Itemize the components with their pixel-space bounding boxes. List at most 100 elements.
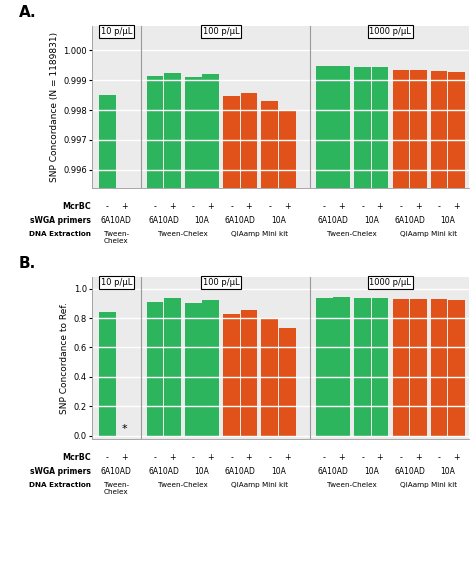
Bar (372, 298, 388, 436)
Text: -: - (323, 453, 326, 462)
Text: 100 p/µL: 100 p/µL (203, 278, 239, 286)
Text: +: + (169, 453, 176, 462)
Text: QIAamp Mini kit: QIAamp Mini kit (231, 482, 288, 487)
Text: QIAamp Mini kit: QIAamp Mini kit (400, 231, 457, 237)
Text: -: - (400, 202, 402, 211)
Text: -: - (400, 453, 402, 462)
Bar (410, 299, 427, 436)
Text: -: - (192, 202, 195, 211)
Bar (223, 96, 240, 188)
Bar (99, 95, 116, 188)
Bar (185, 303, 201, 436)
Text: -: - (230, 453, 233, 462)
Text: QIAamp Mini kit: QIAamp Mini kit (400, 482, 457, 487)
Text: 10A: 10A (440, 216, 455, 225)
Text: -: - (361, 453, 364, 462)
Bar (164, 299, 181, 436)
Text: +: + (415, 202, 421, 211)
Text: +: + (453, 202, 460, 211)
Text: McrBC: McrBC (63, 202, 91, 211)
Bar (223, 314, 240, 436)
Text: 10 p/µL: 10 p/µL (100, 27, 132, 36)
Text: -: - (230, 202, 233, 211)
Text: McrBC: McrBC (63, 453, 91, 462)
Bar (392, 299, 409, 436)
Bar (99, 312, 116, 436)
Text: +: + (284, 453, 291, 462)
Text: -: - (154, 453, 156, 462)
Text: *: * (122, 424, 128, 434)
Text: +: + (122, 202, 128, 211)
Text: 1000 p/µL: 1000 p/µL (369, 278, 411, 286)
Text: 6A10AD: 6A10AD (318, 467, 348, 476)
Text: -: - (361, 202, 364, 211)
Bar (202, 74, 219, 188)
Bar (372, 67, 388, 188)
Text: +: + (377, 453, 383, 462)
Bar (279, 328, 296, 436)
Text: +: + (169, 202, 176, 211)
Bar (241, 310, 257, 436)
Text: QIAamp Mini kit: QIAamp Mini kit (231, 231, 288, 237)
Text: DNA Extraction: DNA Extraction (29, 231, 91, 237)
Bar (146, 76, 164, 188)
Bar (448, 72, 465, 188)
Bar (262, 101, 278, 188)
Bar (316, 66, 333, 188)
Text: Tween-Chelex: Tween-Chelex (158, 231, 208, 237)
Text: 6A10AD: 6A10AD (225, 216, 255, 225)
Bar (164, 73, 181, 188)
Text: +: + (453, 453, 460, 462)
Text: -: - (268, 202, 271, 211)
Text: -: - (192, 453, 195, 462)
Text: 6A10AD: 6A10AD (225, 467, 255, 476)
Bar (316, 298, 333, 436)
Text: -: - (438, 202, 440, 211)
Text: 10A: 10A (364, 467, 379, 476)
Text: -: - (106, 202, 109, 211)
Text: sWGA primers: sWGA primers (30, 216, 91, 225)
Text: +: + (208, 453, 214, 462)
Text: +: + (246, 202, 252, 211)
Text: +: + (284, 202, 291, 211)
Text: 6A10AD: 6A10AD (394, 467, 425, 476)
Bar (279, 111, 296, 188)
Bar (333, 66, 350, 188)
Bar (185, 77, 201, 188)
Text: sWGA primers: sWGA primers (30, 467, 91, 476)
Text: +: + (122, 453, 128, 462)
Text: 6A10AD: 6A10AD (148, 467, 179, 476)
Text: 10A: 10A (194, 216, 210, 225)
Text: +: + (208, 202, 214, 211)
Text: A.: A. (19, 5, 36, 20)
Text: -: - (154, 202, 156, 211)
Text: +: + (338, 453, 345, 462)
Bar (431, 71, 447, 188)
Text: 6A10AD: 6A10AD (101, 216, 132, 225)
Bar (202, 300, 219, 436)
Y-axis label: SNP Concordance (N = 1189831): SNP Concordance (N = 1189831) (50, 32, 59, 182)
Text: +: + (246, 453, 252, 462)
Text: 10A: 10A (440, 467, 455, 476)
Text: 6A10AD: 6A10AD (148, 216, 179, 225)
Bar (431, 299, 447, 436)
Text: 10A: 10A (271, 216, 286, 225)
Text: 10A: 10A (271, 467, 286, 476)
Text: +: + (377, 202, 383, 211)
Text: 10 p/µL: 10 p/µL (100, 278, 132, 286)
Bar (241, 93, 257, 188)
Text: -: - (268, 453, 271, 462)
Bar (410, 70, 427, 188)
Text: 100 p/µL: 100 p/µL (203, 27, 239, 36)
Text: -: - (106, 453, 109, 462)
Text: -: - (438, 453, 440, 462)
Text: 10A: 10A (194, 467, 210, 476)
Text: Tween-Chelex: Tween-Chelex (327, 231, 377, 237)
Text: +: + (415, 453, 421, 462)
Text: -: - (323, 202, 326, 211)
Text: 1000 p/µL: 1000 p/µL (369, 27, 411, 36)
Y-axis label: SNP Concordance to Ref.: SNP Concordance to Ref. (61, 302, 70, 414)
Text: +: + (338, 202, 345, 211)
Text: Tween-
Chelex: Tween- Chelex (104, 482, 129, 494)
Text: 10A: 10A (364, 216, 379, 225)
